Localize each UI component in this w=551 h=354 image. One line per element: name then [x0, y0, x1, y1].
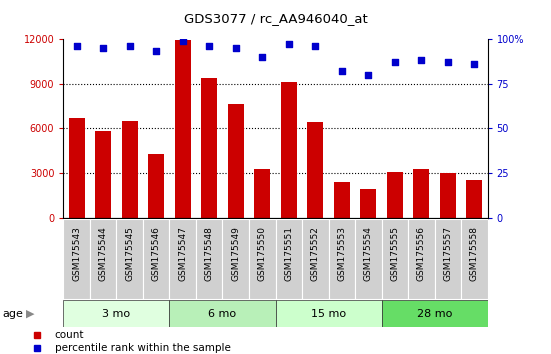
Text: percentile rank within the sample: percentile rank within the sample [55, 343, 231, 353]
Bar [461, 219, 488, 299]
Text: ▶: ▶ [26, 309, 35, 319]
Point [152, 48, 160, 54]
Point [72, 43, 81, 49]
Point [391, 59, 399, 65]
Text: count: count [55, 330, 84, 340]
Bar [413, 169, 429, 218]
Text: GSM175549: GSM175549 [231, 226, 240, 281]
Bar [116, 219, 143, 299]
Text: GSM175551: GSM175551 [284, 226, 293, 281]
Point [284, 41, 293, 47]
Bar [201, 78, 217, 218]
Bar [63, 219, 90, 299]
Bar [276, 300, 381, 327]
Bar [122, 121, 138, 218]
Point [231, 45, 240, 51]
Text: GSM175556: GSM175556 [417, 226, 426, 281]
Bar [387, 172, 403, 218]
Text: 28 mo: 28 mo [417, 309, 452, 319]
Bar [360, 189, 376, 218]
Text: GSM175545: GSM175545 [125, 226, 134, 281]
Text: GSM175558: GSM175558 [470, 226, 479, 281]
Bar [95, 131, 111, 218]
Bar [170, 219, 196, 299]
Text: GSM175550: GSM175550 [258, 226, 267, 281]
Text: GSM175553: GSM175553 [337, 226, 346, 281]
Text: GSM175554: GSM175554 [364, 226, 373, 281]
Bar [355, 219, 381, 299]
Point [205, 43, 214, 49]
Text: GSM175544: GSM175544 [99, 226, 107, 281]
Bar [196, 219, 223, 299]
Text: age: age [3, 309, 24, 319]
Bar [228, 104, 244, 218]
Bar [440, 173, 456, 218]
Bar [328, 219, 355, 299]
Bar [175, 40, 191, 218]
Bar [281, 82, 296, 218]
Bar [63, 300, 170, 327]
Point [444, 59, 452, 65]
Text: 6 mo: 6 mo [208, 309, 236, 319]
Point [311, 43, 320, 49]
Bar [307, 122, 323, 218]
Text: GSM175547: GSM175547 [178, 226, 187, 281]
Point [125, 43, 134, 49]
Text: GSM175543: GSM175543 [72, 226, 81, 281]
Point [99, 45, 107, 51]
Point [179, 38, 187, 44]
Point [470, 61, 479, 67]
Bar [334, 182, 350, 218]
Bar [381, 219, 408, 299]
Bar [223, 219, 249, 299]
Point [337, 68, 346, 74]
Bar [466, 181, 482, 218]
Point [417, 58, 426, 63]
Bar [90, 219, 116, 299]
Text: GDS3077 / rc_AA946040_at: GDS3077 / rc_AA946040_at [183, 12, 368, 25]
Bar [143, 219, 169, 299]
Bar [276, 219, 302, 299]
Bar [381, 300, 488, 327]
Point [258, 54, 267, 60]
Bar [302, 219, 328, 299]
Text: GSM175546: GSM175546 [152, 226, 161, 281]
Bar [249, 219, 276, 299]
Bar [408, 219, 435, 299]
Bar [254, 169, 270, 218]
Bar [435, 219, 461, 299]
Bar [170, 300, 276, 327]
Text: GSM175557: GSM175557 [444, 226, 452, 281]
Point [364, 72, 372, 78]
Text: 3 mo: 3 mo [102, 309, 131, 319]
Bar [69, 118, 84, 218]
Text: GSM175548: GSM175548 [205, 226, 214, 281]
Text: GSM175552: GSM175552 [311, 226, 320, 281]
Text: GSM175555: GSM175555 [390, 226, 399, 281]
Text: 15 mo: 15 mo [311, 309, 346, 319]
Bar [148, 154, 164, 218]
